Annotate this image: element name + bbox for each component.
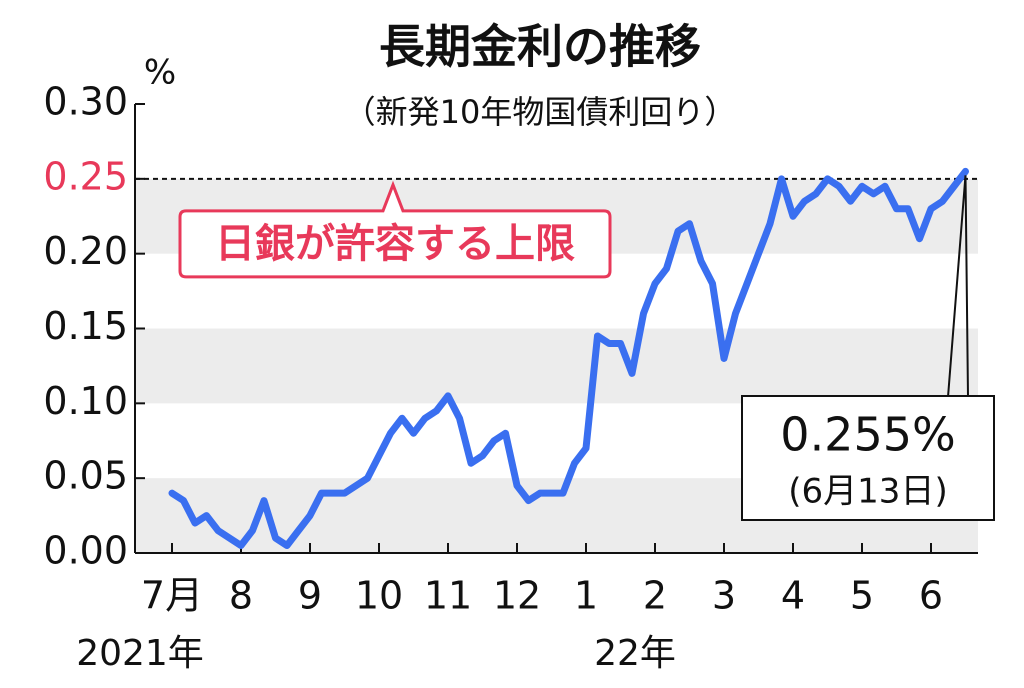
y-tick-label: 0.05 (43, 454, 128, 498)
x-tick-label: 6 (919, 574, 943, 618)
x-tick-label: 8 (229, 574, 253, 618)
chart-title: 長期金利の推移 (379, 20, 701, 74)
y-tick-label: 0.20 (43, 229, 128, 273)
y-tick-label: 0.00 (43, 529, 128, 573)
annotation-pointer (947, 175, 969, 398)
x-tick-label: 12 (493, 574, 541, 618)
annotation-date: (6月13日) (788, 472, 947, 512)
x-tick-label: 9 (298, 574, 322, 618)
annotation-box (741, 395, 995, 521)
y-tick-label: 0.30 (43, 80, 128, 124)
x-tick-label: 4 (781, 574, 805, 618)
y-tick-label: 0.10 (43, 379, 128, 423)
x-tick-label: 2 (643, 574, 667, 618)
data-line (168, 167, 969, 550)
y-tick-label: 0.25 (43, 154, 128, 198)
chart-subtitle: （新発10年物国債利回り） (344, 93, 737, 131)
year-label: 2021年 (76, 633, 204, 674)
x-tick-label: 1 (574, 574, 598, 618)
x-tick-label: 3 (712, 574, 736, 618)
x-tick-label: 10 (355, 574, 403, 618)
annotation-value: 0.255% (780, 408, 955, 462)
y-tick-label: 0.15 (43, 304, 128, 348)
x-tick-label: 5 (850, 574, 874, 618)
x-tick-label: 11 (424, 574, 472, 618)
x-tick-label: 7月 (141, 574, 203, 618)
y-unit: % (144, 53, 176, 93)
limit-label: 日銀が許容する上限 (215, 221, 575, 267)
limit-callout (178, 180, 612, 279)
year-label: 22年 (594, 633, 676, 674)
grid-band (135, 328, 978, 404)
